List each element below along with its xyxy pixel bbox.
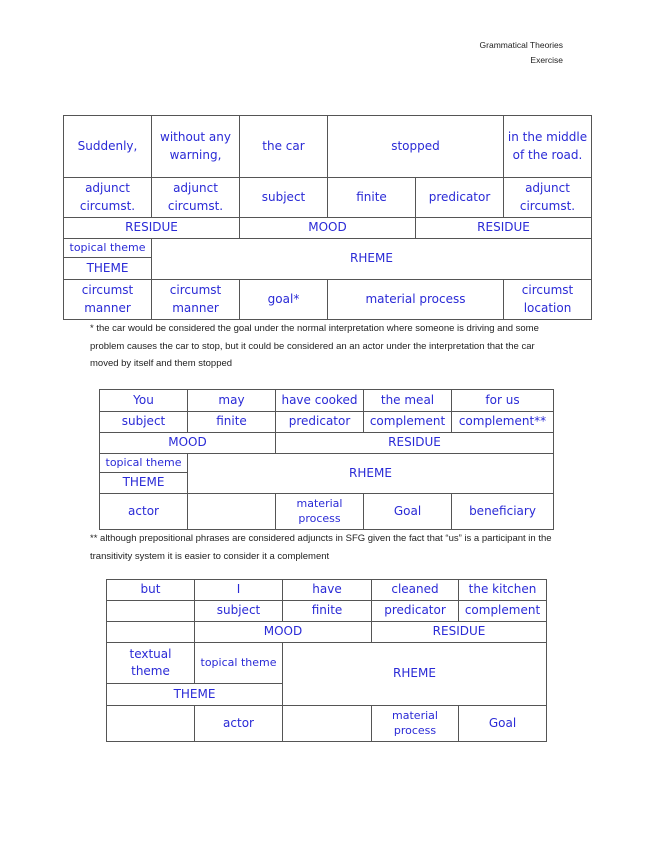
header-title: Grammatical Theories [479, 40, 563, 50]
cell: predicator [275, 411, 364, 433]
cell: without any warning, [151, 115, 240, 178]
footnote-2: ** although prepositional phrases are co… [90, 533, 552, 562]
cell: RESIDUE [415, 217, 592, 239]
cell-empty [106, 705, 195, 742]
cell: predicator [371, 600, 459, 622]
cell-empty [106, 621, 195, 643]
cell: but [106, 579, 195, 601]
cell: You [99, 389, 188, 412]
cell: the kitchen [458, 579, 547, 601]
cell: RHEME [187, 453, 554, 494]
cell: RHEME [151, 238, 592, 280]
cell: adjunct circumst. [503, 177, 592, 218]
cell: circumst manner [151, 279, 240, 320]
cell: material process [327, 279, 504, 320]
footnote-1: * the car would be considered the goal u… [90, 323, 539, 369]
cell: circumst manner [63, 279, 152, 320]
cell: predicator [415, 177, 504, 218]
cell: for us [451, 389, 554, 412]
cell: beneficiary [451, 493, 554, 530]
cell: Suddenly, [63, 115, 152, 178]
cell: topical theme [99, 453, 188, 473]
cell: RESIDUE [63, 217, 240, 239]
header-subtitle: Exercise [530, 55, 563, 65]
cell: subject [99, 411, 188, 433]
cell: THEME [63, 257, 152, 280]
cell: MOOD [194, 621, 372, 643]
cell: subject [239, 177, 328, 218]
cell: actor [99, 493, 188, 530]
cell: Goal [363, 493, 452, 530]
cell: circumst location [503, 279, 592, 320]
cell: stopped [327, 115, 504, 178]
cell: I [194, 579, 283, 601]
cell: goal* [239, 279, 328, 320]
cell: THEME [99, 472, 188, 494]
cell: finite [327, 177, 416, 218]
cell: have [282, 579, 372, 601]
cell: may [187, 389, 276, 412]
cell: Goal [458, 705, 547, 742]
cell: have cooked [275, 389, 364, 412]
cell: adjunct circumst. [63, 177, 152, 218]
cell: finite [187, 411, 276, 433]
cell: MOOD [99, 432, 276, 454]
cell: subject [194, 600, 283, 622]
cell: material process [371, 705, 459, 742]
cell: RESIDUE [275, 432, 554, 454]
cell: finite [282, 600, 372, 622]
cell-empty [187, 493, 276, 530]
cell: cleaned [371, 579, 459, 601]
cell: complement [363, 411, 452, 433]
cell: MOOD [239, 217, 416, 239]
cell: textual theme [106, 642, 195, 684]
cell: actor [194, 705, 283, 742]
cell: topical theme [194, 642, 283, 684]
cell: material process [275, 493, 364, 530]
cell: the meal [363, 389, 452, 412]
cell: THEME [106, 683, 283, 706]
cell: RHEME [282, 642, 547, 706]
cell-empty [282, 705, 372, 742]
cell: complement [458, 600, 547, 622]
cell: in the middle of the road. [503, 115, 592, 178]
cell: RESIDUE [371, 621, 547, 643]
cell: the car [239, 115, 328, 178]
cell-empty [106, 600, 195, 622]
cell: complement** [451, 411, 554, 433]
cell: adjunct circumst. [151, 177, 240, 218]
cell: topical theme [63, 238, 152, 258]
